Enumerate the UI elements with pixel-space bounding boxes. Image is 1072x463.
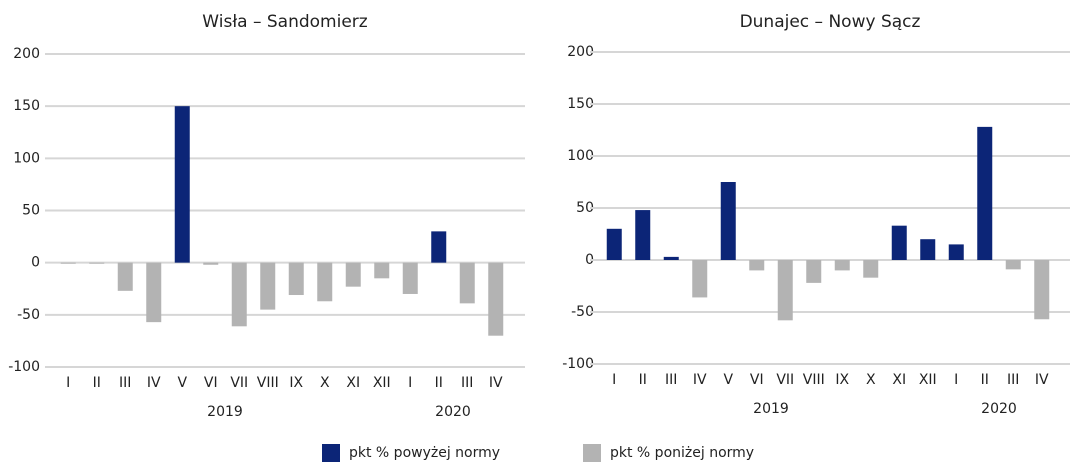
bar — [977, 126, 993, 260]
x-tick-label: XII — [919, 372, 937, 388]
y-tick-label: -50 — [17, 307, 40, 323]
legend-label: pkt % poniżej normy — [610, 445, 754, 461]
legend-swatch — [322, 444, 340, 462]
bar — [345, 262, 361, 287]
bar — [891, 225, 907, 260]
bar — [777, 260, 793, 321]
x-tick-label: III — [119, 375, 131, 391]
bar — [692, 260, 708, 298]
x-tick-label: III — [461, 375, 473, 391]
bar — [231, 262, 247, 327]
bar — [720, 182, 736, 260]
bar — [948, 244, 964, 260]
group-label: 2019 — [207, 404, 243, 420]
bar — [89, 262, 105, 264]
x-tick-label: XI — [892, 372, 906, 388]
bar — [288, 262, 304, 296]
x-tick-label: IV — [1035, 372, 1049, 388]
bar — [1034, 260, 1050, 320]
x-tick-label: I — [66, 375, 70, 391]
bar — [317, 262, 333, 302]
legend-label: pkt % powyżej normy — [349, 445, 500, 461]
x-tick-label: III — [665, 372, 677, 388]
bar — [203, 262, 219, 265]
x-tick-label: X — [320, 375, 330, 391]
y-tick-label: 150 — [567, 96, 594, 112]
x-tick-label: VI — [204, 375, 218, 391]
x-tick-label: XII — [373, 375, 391, 391]
x-tick-label: VIII — [803, 372, 825, 388]
x-tick-label: VIII — [257, 375, 279, 391]
x-tick-label: IV — [693, 372, 707, 388]
x-tick-label: II — [93, 375, 101, 391]
bar — [431, 231, 447, 263]
bar — [920, 239, 936, 260]
bar — [1005, 260, 1021, 270]
y-tick-label: 100 — [13, 150, 40, 166]
x-tick-label: VII — [230, 375, 248, 391]
bar — [60, 262, 76, 264]
bar — [863, 260, 879, 278]
x-tick-label: V — [723, 372, 733, 388]
bar — [635, 210, 651, 260]
y-tick-label: 50 — [576, 200, 594, 216]
x-tick-label: IV — [147, 375, 161, 391]
x-tick-label: I — [408, 375, 412, 391]
y-tick-label: 200 — [13, 46, 40, 62]
bar — [606, 228, 622, 260]
group-label: 2020 — [435, 404, 471, 420]
x-tick-label: IX — [289, 375, 303, 391]
bar — [663, 256, 679, 260]
y-tick-label: 200 — [567, 44, 594, 60]
y-tick-label: 150 — [13, 98, 40, 114]
x-tick-label: VII — [776, 372, 794, 388]
bar — [260, 262, 276, 310]
x-tick-label: III — [1007, 372, 1019, 388]
y-tick-label: 0 — [585, 252, 594, 268]
y-tick-label: 50 — [22, 203, 40, 219]
x-tick-label: II — [435, 375, 443, 391]
y-tick-label: -100 — [562, 356, 594, 372]
chart-title: Wisła – Sandomierz — [202, 12, 367, 32]
group-label: 2020 — [981, 401, 1017, 417]
group-label: 2019 — [753, 401, 789, 417]
x-tick-label: II — [981, 372, 989, 388]
bar — [806, 260, 822, 283]
chart-title: Dunajec – Nowy Sącz — [740, 12, 921, 32]
x-tick-label: X — [866, 372, 876, 388]
bar — [146, 262, 162, 323]
y-tick-label: 100 — [567, 148, 594, 164]
y-tick-label: -100 — [8, 359, 40, 375]
y-tick-label: -50 — [571, 304, 594, 320]
x-tick-label: I — [954, 372, 958, 388]
x-tick-label: I — [612, 372, 616, 388]
bar — [117, 262, 133, 291]
x-tick-label: V — [177, 375, 187, 391]
bar — [374, 262, 390, 279]
x-tick-label: VI — [750, 372, 764, 388]
x-tick-label: IV — [489, 375, 503, 391]
x-tick-label: IX — [835, 372, 849, 388]
x-tick-label: XI — [346, 375, 360, 391]
bar — [459, 262, 475, 304]
x-tick-label: II — [639, 372, 647, 388]
bar — [749, 260, 765, 271]
y-tick-label: 0 — [31, 255, 40, 271]
legend-swatch — [583, 444, 601, 462]
bar — [402, 262, 418, 294]
bar — [174, 106, 190, 263]
bar — [834, 260, 850, 271]
bar — [488, 262, 504, 336]
